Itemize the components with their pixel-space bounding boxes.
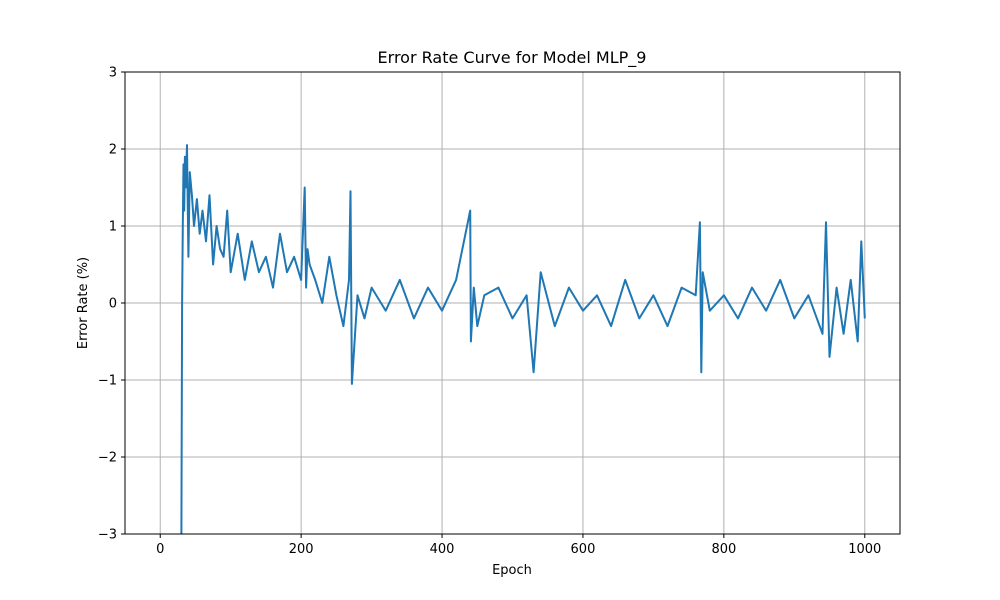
y-tick-label: 2 [109,143,117,158]
x-tick-label: 0 [156,542,164,557]
tick-labels: 0 200 400 600 800 1000 −3 −2 −1 0 1 2 3 [98,66,881,558]
y-tick-label: 1 [109,220,117,235]
x-tick-label: 800 [711,542,736,557]
y-tick-label: −3 [98,528,117,543]
y-tick-label: −1 [98,374,117,389]
y-tick-label: 3 [109,66,117,81]
chart-title: Error Rate Curve for Model MLP_9 [378,48,647,68]
series-layer [180,144,866,534]
x-tick-label: 200 [289,542,314,557]
series-line [180,144,866,534]
y-tick-label: 0 [109,297,117,312]
tick-marks [121,71,866,538]
y-axis-label: Error Rate (%) [76,257,91,349]
x-tick-label: 1000 [848,542,881,557]
y-tick-label: −2 [98,451,117,466]
x-tick-label: 600 [571,542,596,557]
x-tick-label: 400 [430,542,455,557]
x-axis-label: Epoch [492,563,532,578]
